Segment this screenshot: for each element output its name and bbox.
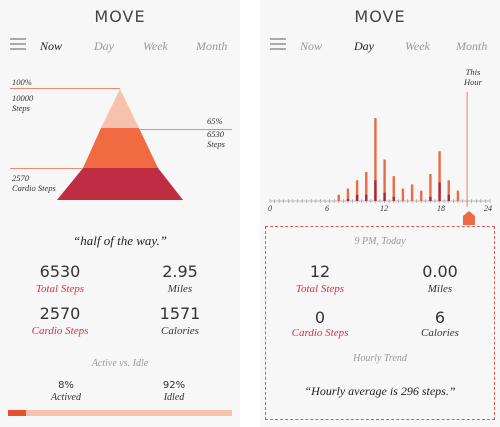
progress-percent-label: 65% — [207, 116, 223, 126]
goal-guide-line — [10, 88, 120, 89]
tab-month[interactable]: Month — [196, 39, 228, 53]
active-percent: 8% — [58, 380, 74, 391]
hour-bar — [346, 188, 350, 201]
hour-calories-value: 6 — [434, 308, 446, 327]
hour-bar — [447, 180, 450, 201]
steps-pyramid — [57, 89, 183, 200]
hour-total-steps-label: Total Steps — [295, 283, 345, 295]
detail-time: 9 PM, Today — [354, 236, 406, 247]
tab-month[interactable]: Month — [456, 39, 488, 53]
hour-bar — [392, 176, 395, 201]
goal-percent-label: 100% — [12, 77, 32, 87]
cardio-steps-unit-label: Cardio Steps — [12, 183, 56, 193]
miles-label: Miles — [167, 283, 193, 295]
hour-bar — [337, 194, 340, 201]
pyramid-middle — [83, 128, 158, 168]
calories-label: Calories — [161, 325, 199, 337]
hour-bar — [374, 118, 377, 201]
hour-bar — [383, 159, 386, 201]
tab-week[interactable]: Week — [143, 39, 168, 53]
hour-calories-label: Calories — [421, 327, 459, 339]
hour-bar — [429, 174, 432, 201]
hourly-trend-heading: Hourly Trend — [353, 353, 407, 364]
tab-day[interactable]: Day — [94, 39, 114, 53]
tab-day[interactable]: Day — [354, 39, 374, 53]
x-tick-label: 12 — [380, 204, 388, 213]
active-fill — [8, 410, 26, 416]
hour-cardio-steps-label: Cardio Steps — [291, 327, 349, 339]
hour-bar — [374, 180, 377, 201]
hour-cardio-steps-value: 0 — [314, 308, 326, 327]
x-tick-label: 18 — [437, 204, 445, 213]
hour-scrubber-handle-icon[interactable] — [462, 210, 476, 226]
hour-bar — [355, 180, 359, 201]
hour-bar — [346, 198, 350, 201]
cardio-steps-value: 2570 — [39, 304, 81, 323]
menu-icon[interactable] — [270, 38, 286, 50]
hour-miles-label: Miles — [427, 283, 453, 295]
hour-detail-panel — [265, 226, 495, 420]
hourly-steps-chart — [269, 92, 491, 207]
menu-icon[interactable] — [10, 38, 26, 50]
total-steps-value: 6530 — [39, 262, 81, 281]
hour-bar — [365, 171, 368, 201]
cardio-steps-value-label: 2570 — [12, 173, 29, 183]
pyramid-bottom — [57, 168, 183, 200]
progress-steps-unit: Steps — [207, 139, 225, 149]
hour-bar — [401, 188, 405, 201]
cardio-guide-line — [10, 168, 82, 169]
app-title: MOVE — [94, 7, 146, 26]
hourly-average-quote: “Hourly average is 296 steps.” — [304, 384, 456, 398]
hour-bar — [456, 190, 460, 201]
hour-bar — [429, 196, 432, 201]
hour-bar — [410, 184, 414, 201]
hour-total-steps-value: 12 — [309, 262, 331, 281]
hour-bar — [355, 194, 359, 201]
now-screen: MOVE Now Day Week Month 100% 10000 Steps… — [0, 0, 240, 427]
hour-bar — [383, 192, 386, 201]
goal-steps-label: 10000 — [12, 93, 34, 103]
this-hour-label-line1: This — [465, 67, 481, 77]
tab-now[interactable]: Now — [40, 39, 63, 53]
app-title: MOVE — [354, 7, 406, 26]
progress-guide-line — [140, 129, 232, 130]
hour-bar — [365, 194, 368, 201]
x-tick-label: 24 — [484, 204, 492, 213]
pyramid-top — [101, 89, 139, 128]
hour-bar — [438, 151, 441, 201]
miles-value: 2.95 — [162, 262, 198, 281]
tab-week[interactable]: Week — [405, 39, 430, 53]
goal-steps-unit: Steps — [12, 103, 30, 113]
active-label: Actived — [51, 392, 81, 403]
this-hour-label-line2: Hour — [464, 77, 482, 87]
active-idle-bar — [8, 410, 232, 416]
cardio-steps-label: Cardio Steps — [31, 325, 89, 337]
progress-steps-label: 6530 — [207, 129, 224, 139]
tab-now[interactable]: Now — [300, 39, 323, 53]
idle-percent: 92% — [162, 380, 186, 391]
hour-bar — [392, 196, 395, 201]
idle-label: Idled — [163, 392, 185, 403]
total-steps-label: Total Steps — [35, 283, 85, 295]
hour-bar — [447, 194, 450, 201]
x-tick-label: 0 — [268, 204, 272, 213]
calories-value: 1571 — [159, 304, 201, 323]
active-idle-heading: Active vs. Idle — [91, 358, 149, 369]
hour-bar — [438, 182, 441, 201]
hour-miles-value: 0.00 — [422, 262, 458, 281]
day-screen: MOVE Now Day Week Month This Hour 0 6 12… — [260, 0, 500, 427]
motivation-quote: “half of the way.” — [73, 233, 167, 248]
x-tick-label: 6 — [325, 204, 329, 213]
hour-bar — [420, 190, 423, 201]
